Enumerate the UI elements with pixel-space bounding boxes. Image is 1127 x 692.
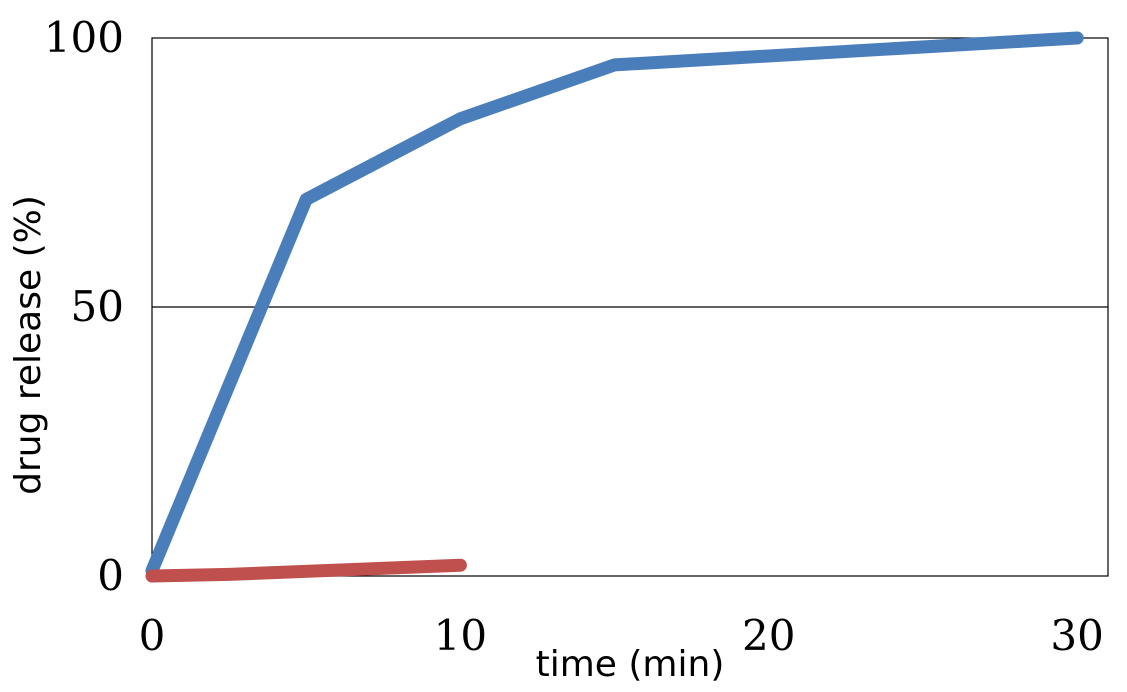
y-tick-label: 0 — [97, 551, 124, 600]
x-axis-label: time (min) — [536, 644, 725, 685]
plot-area-frame — [151, 37, 1109, 577]
x-tick-label: 0 — [139, 611, 166, 660]
x-tick-label: 10 — [434, 611, 487, 660]
series-lines — [145, 31, 1084, 583]
x-axis-ticks: 0 10 20 30 — [139, 611, 1104, 660]
series-line-2 — [145, 558, 467, 583]
y-tick-label: 50 — [71, 282, 124, 331]
y-tick-label: 100 — [44, 13, 124, 62]
y-axis-ticks: 0 50 100 — [44, 13, 124, 600]
x-tick-label: 20 — [742, 611, 795, 660]
x-tick-label: 30 — [1050, 611, 1103, 660]
series-line-1 — [145, 31, 1084, 578]
y-axis-label: drug release (%) — [8, 195, 49, 495]
